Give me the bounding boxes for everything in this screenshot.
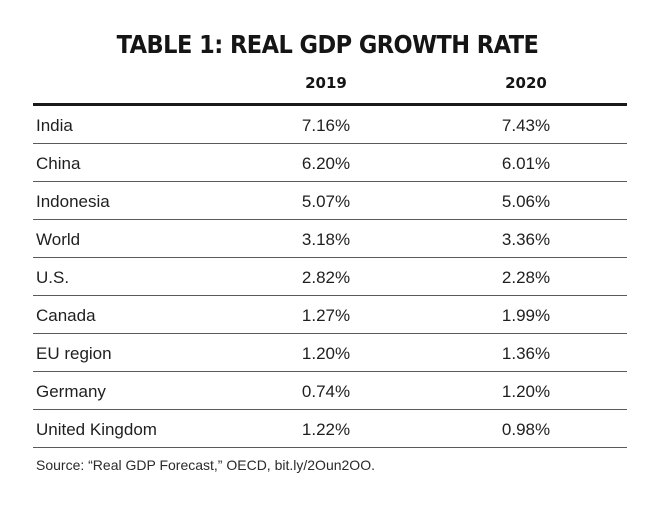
country-cell: Germany — [36, 382, 106, 401]
country-cell: EU region — [36, 344, 112, 363]
value-2019-cell: 7.16% — [301, 116, 351, 135]
value-2020-cell: 5.06% — [501, 192, 551, 211]
column-header-2020: 2020 — [505, 74, 547, 92]
country-cell: World — [36, 230, 81, 249]
value-2020-cell: 1.20% — [501, 382, 551, 401]
table-row: Canada 1.27% 1.99% — [33, 296, 627, 334]
table-row: Indonesia 5.07% 5.06% — [33, 182, 627, 220]
value-2020-cell: 3.36% — [501, 230, 551, 249]
table-row: United Kingdom 1.22% 0.98% — [33, 410, 627, 448]
table-title: TABLE 1: REAL GDP GROWTH RATE — [116, 30, 539, 59]
value-2019-cell: 0.74% — [301, 382, 351, 401]
table-row: China 6.20% 6.01% — [33, 144, 627, 182]
country-cell: Canada — [36, 306, 96, 325]
header-rule — [33, 103, 627, 106]
value-2019-cell: 1.22% — [301, 420, 351, 439]
country-cell: Indonesia — [36, 192, 110, 211]
table-row: EU region 1.20% 1.36% — [33, 334, 627, 372]
country-cell: China — [36, 154, 81, 173]
country-cell: India — [36, 116, 73, 135]
table-row: U.S. 2.82% 2.28% — [33, 258, 627, 296]
table-row: Germany 0.74% 1.20% — [33, 372, 627, 410]
value-2019-cell: 6.20% — [301, 154, 351, 173]
table-row: India 7.16% 7.43% — [33, 106, 627, 144]
country-cell: U.S. — [36, 268, 70, 287]
value-2019-cell: 5.07% — [301, 192, 351, 211]
value-2020-cell: 7.43% — [501, 116, 551, 135]
value-2019-cell: 2.82% — [301, 268, 351, 287]
value-2019-cell: 1.27% — [301, 306, 351, 325]
value-2020-cell: 1.36% — [501, 344, 551, 363]
data-table: India 7.16% 7.43% China 6.20% 6.01% Indonesia 5… — [33, 106, 627, 448]
value-2020-cell: 1.99% — [501, 306, 551, 325]
table-row: World 3.18% 3.36% — [33, 220, 627, 258]
column-header-2019: 2019 — [305, 74, 347, 92]
value-2019-cell: 3.18% — [301, 230, 351, 249]
source-note: Source: “Real GDP Forecast,” OECD, bit.l… — [36, 457, 375, 473]
value-2020-cell: 0.98% — [501, 420, 551, 439]
country-cell: United Kingdom — [36, 420, 157, 439]
value-2019-cell: 1.20% — [301, 344, 351, 363]
value-2020-cell: 2.28% — [501, 268, 551, 287]
value-2020-cell: 6.01% — [501, 154, 551, 173]
